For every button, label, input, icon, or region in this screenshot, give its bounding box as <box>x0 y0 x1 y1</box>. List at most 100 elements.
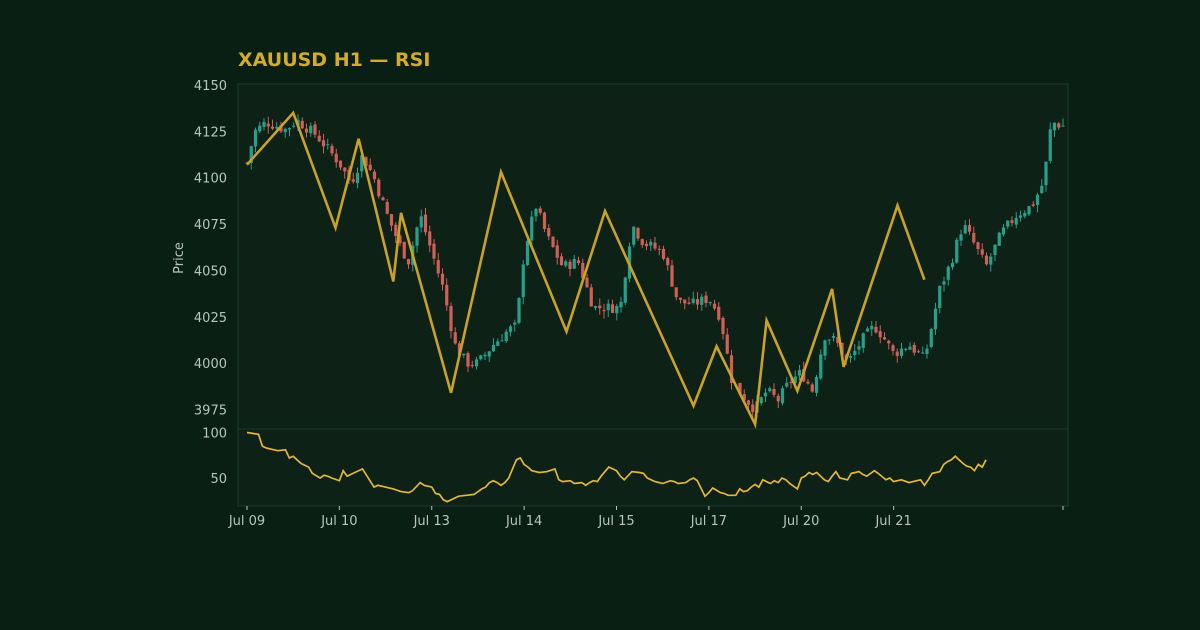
rsi-line <box>246 431 987 503</box>
candle-body <box>287 127 292 130</box>
zigzag-overlay <box>246 110 926 429</box>
candle-body <box>899 348 904 356</box>
candle-body <box>925 348 929 354</box>
candle-body <box>428 231 432 246</box>
zigzag-line <box>246 110 926 429</box>
candle-body <box>491 344 496 352</box>
candle-body <box>364 157 368 166</box>
candle-body <box>729 355 734 384</box>
candle-body <box>275 127 279 129</box>
candle-body <box>602 310 606 312</box>
candle-body <box>823 340 827 356</box>
candle-body <box>946 266 950 280</box>
price-tick-label: 3975 <box>194 403 227 418</box>
candle-body <box>389 214 394 226</box>
candle-body <box>330 145 334 154</box>
candle-body <box>972 232 976 243</box>
x-tick-label: Jul 20 <box>782 514 819 529</box>
candle-body <box>334 153 338 163</box>
candle-body <box>674 287 678 298</box>
candle-body <box>742 393 746 401</box>
candle-body <box>576 260 581 263</box>
candle-body <box>785 382 789 387</box>
candle-body <box>453 332 457 344</box>
candle-body <box>746 400 751 405</box>
chart-title: XAUUSD H1 — RSI <box>238 49 430 71</box>
candle-body <box>632 226 636 245</box>
candle-body <box>984 255 989 265</box>
candle-body <box>1035 194 1040 206</box>
candle-body <box>1006 220 1010 227</box>
candle-body <box>581 262 585 279</box>
candle-body <box>593 306 598 309</box>
candle-body <box>895 351 899 356</box>
candle-body <box>525 240 530 265</box>
candle-body <box>827 339 831 341</box>
candle-body <box>721 317 725 335</box>
candle-body <box>1010 220 1014 223</box>
candle-body <box>253 129 258 147</box>
candle-body <box>661 248 666 259</box>
candle-body <box>997 232 1001 246</box>
candle-body <box>874 326 878 333</box>
candle-body <box>551 236 555 247</box>
candle-body <box>929 328 933 347</box>
candle-body <box>406 259 411 265</box>
candle-body <box>1023 212 1027 217</box>
candle-body <box>623 277 627 303</box>
candle-body <box>768 388 772 392</box>
price-axis-label: Price <box>172 242 187 274</box>
candle-body <box>368 164 372 171</box>
candle-body <box>980 249 984 255</box>
candle-body <box>806 381 810 384</box>
candle-body <box>555 245 559 258</box>
candle-body <box>351 179 355 182</box>
candle-body <box>993 244 997 255</box>
candle-body <box>559 256 564 266</box>
price-tick-label: 4050 <box>194 264 227 279</box>
candle-body <box>483 354 487 357</box>
candle-body <box>606 303 610 311</box>
candle-body <box>967 225 972 232</box>
candle-body <box>1048 129 1052 161</box>
candle-body <box>615 306 619 314</box>
candle-body <box>644 243 649 247</box>
candle-body <box>763 392 768 397</box>
candle-body <box>819 354 823 379</box>
candle-body <box>1057 123 1061 128</box>
candle-body <box>636 228 640 239</box>
candle-body <box>270 126 275 129</box>
candle-body <box>360 155 364 172</box>
candle-body <box>504 331 508 342</box>
candle-body <box>355 172 360 184</box>
rsi-panel <box>237 428 1069 507</box>
candle-body <box>394 224 398 237</box>
rsi-y-ticks: 100 50 <box>202 427 227 488</box>
candle-body <box>474 359 479 367</box>
candle-body <box>963 225 967 234</box>
candle-body <box>1018 215 1023 218</box>
candle-body <box>377 179 381 197</box>
x-tick-label: Jul 14 <box>505 514 542 529</box>
candle-body <box>432 243 436 259</box>
rsi-series <box>246 431 987 503</box>
candle-body <box>708 302 712 304</box>
candle-body <box>1001 227 1006 235</box>
candle-body <box>304 128 309 133</box>
candle-body <box>908 346 912 350</box>
candle-body <box>1044 161 1048 186</box>
candle-body <box>317 135 321 142</box>
candle-body <box>610 304 615 313</box>
candle-body <box>942 281 946 285</box>
candle-body <box>912 344 916 353</box>
x-axis-ticks: Jul 09 Jul 10 Jul 13 Jul 14 Jul 15 Jul 17 Jul … <box>228 506 1064 529</box>
candle-body <box>538 208 542 213</box>
candle-body <box>666 258 670 266</box>
candle-body <box>704 295 708 303</box>
candle-body <box>700 296 704 305</box>
candle-body <box>300 120 304 129</box>
candle-body <box>793 376 797 384</box>
candle-body <box>759 397 763 404</box>
